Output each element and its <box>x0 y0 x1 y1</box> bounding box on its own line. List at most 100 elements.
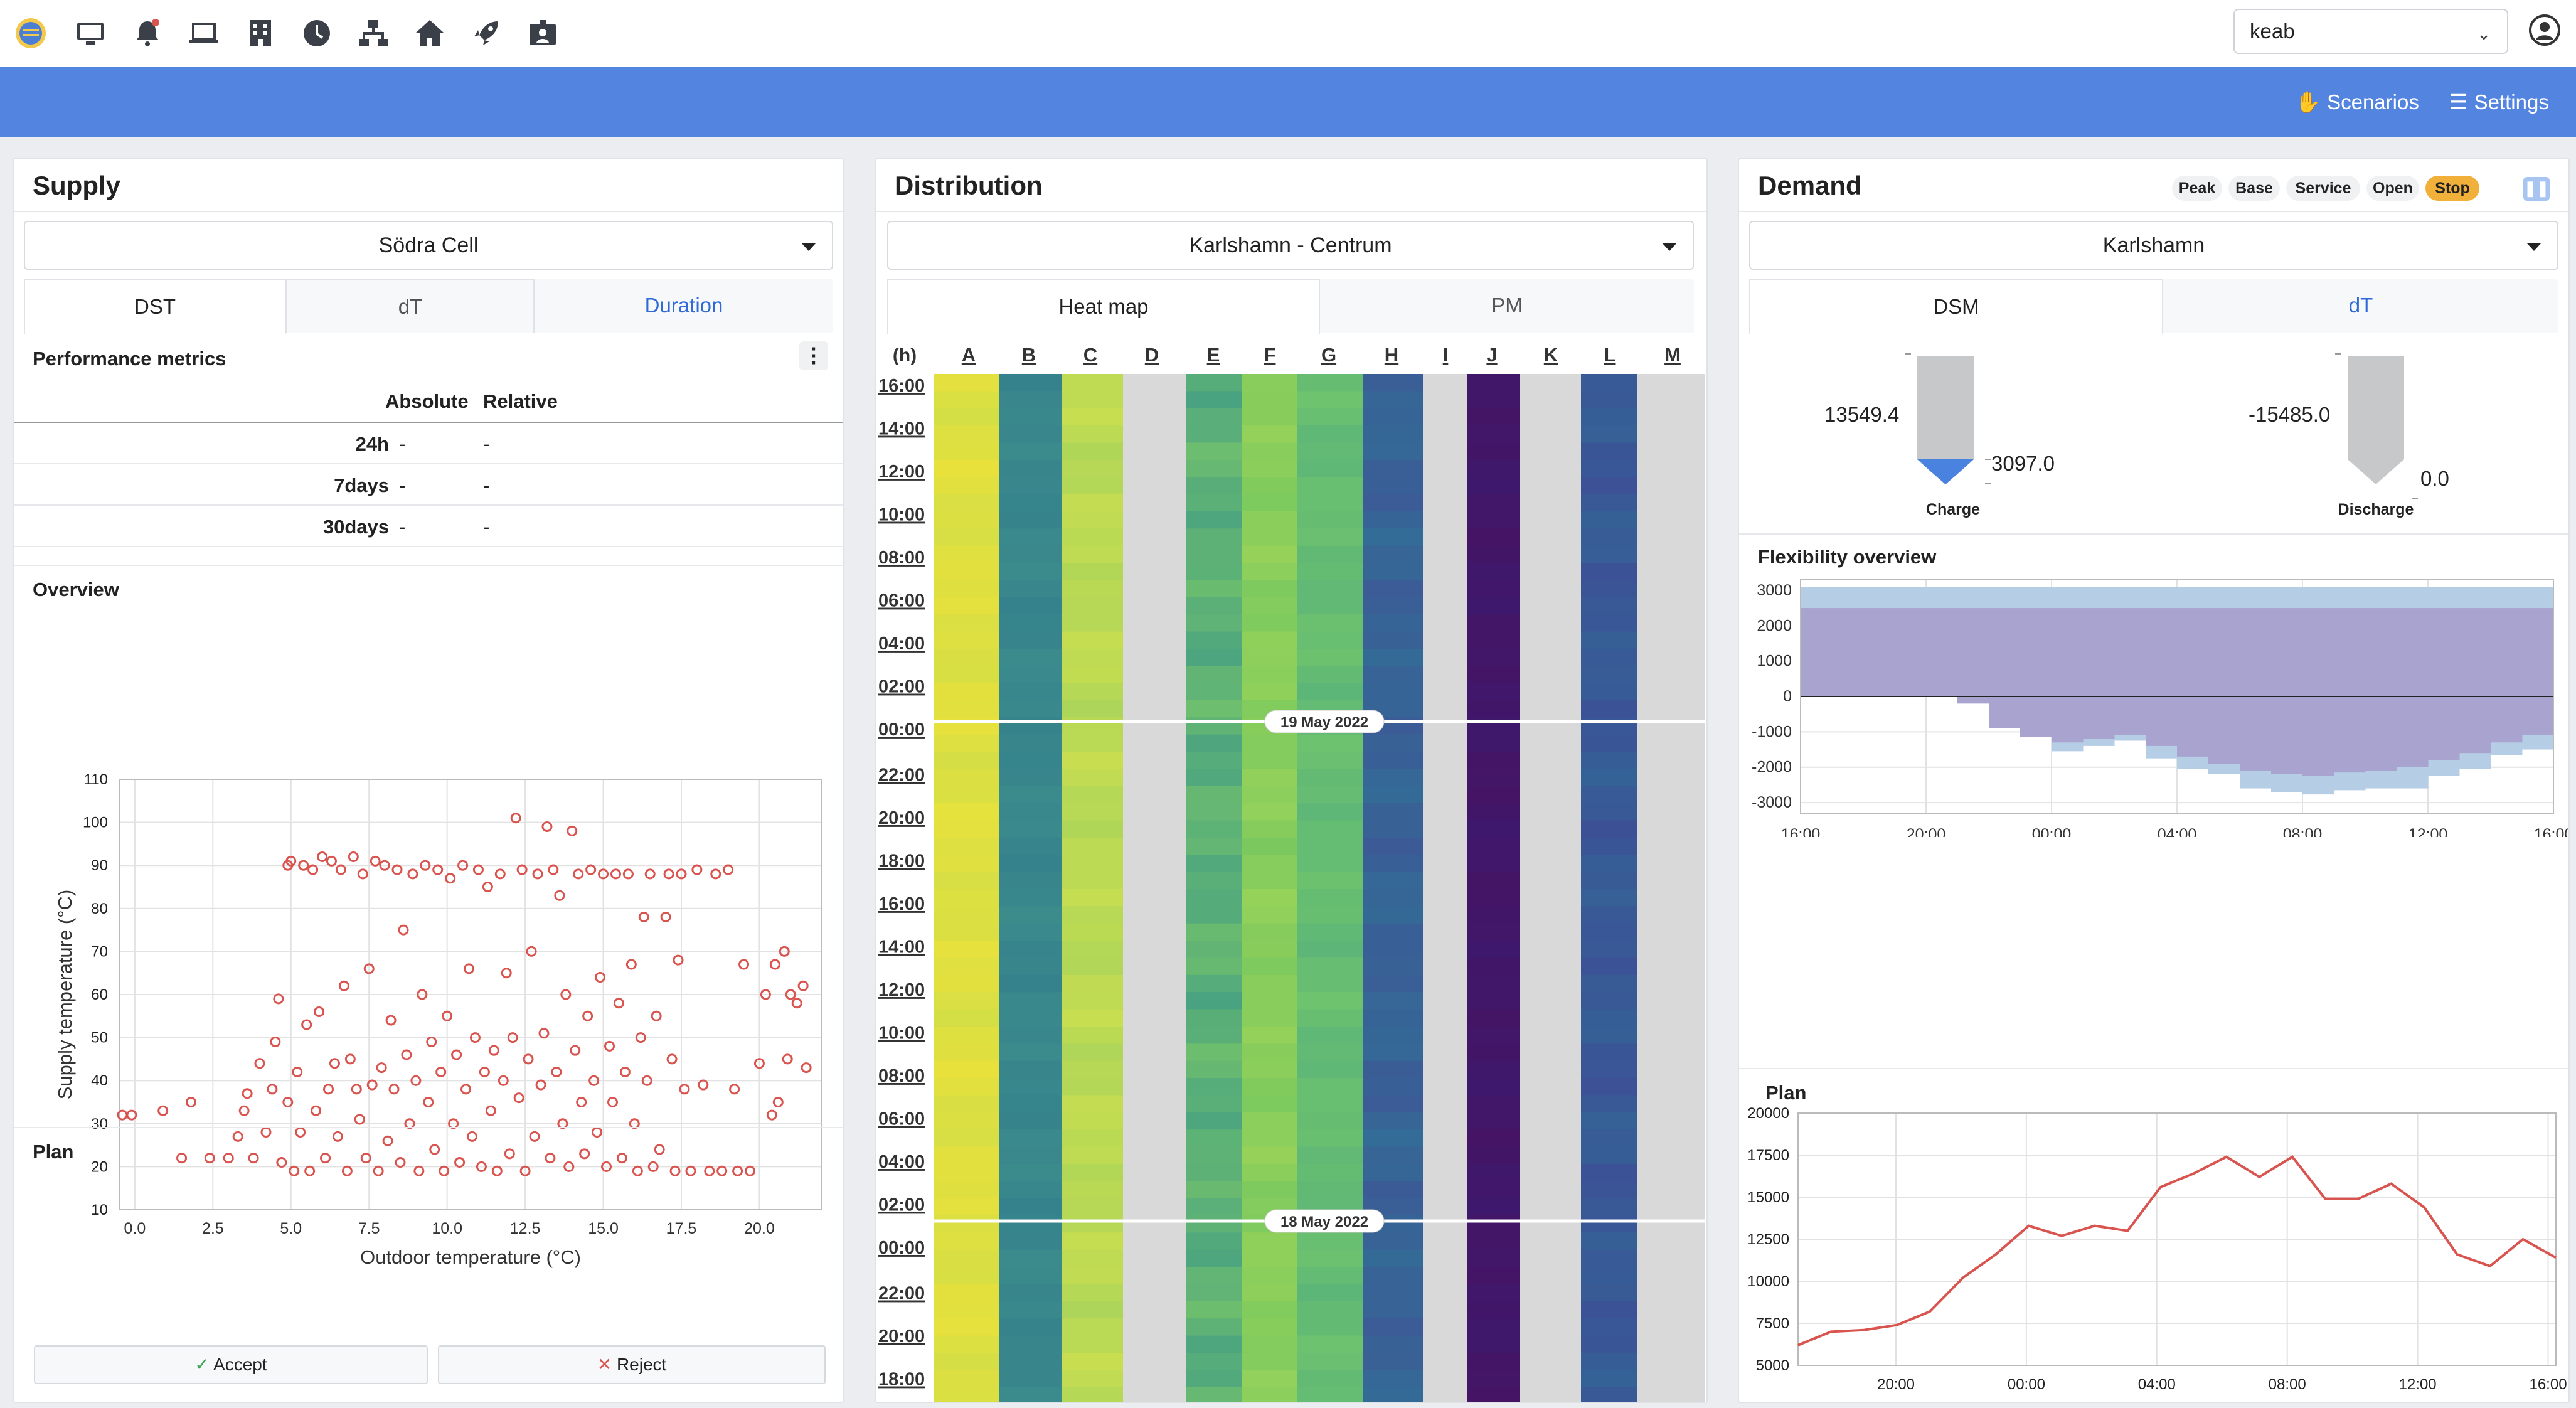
heatmap-cell <box>999 1301 1062 1319</box>
home-icon[interactable] <box>413 16 447 50</box>
tab-dt[interactable]: dT <box>286 279 535 333</box>
date-marker-pill <box>1264 1209 1385 1233</box>
scatter-point <box>317 851 328 862</box>
building-icon[interactable] <box>243 16 277 50</box>
heatmap-cell <box>1062 477 1123 495</box>
divider <box>14 463 843 464</box>
logo-icon[interactable] <box>14 16 48 50</box>
heatmap-cell <box>1297 391 1363 409</box>
scatter-point <box>238 1105 250 1116</box>
demand-area-select[interactable]: Karlshamn <box>1749 221 2558 270</box>
heatmap-cell <box>1242 666 1297 684</box>
heatmap-cell <box>1297 769 1363 787</box>
flex-band <box>1832 608 1864 696</box>
heatmap-cell <box>1242 545 1297 563</box>
heatmap-cell <box>1297 957 1363 976</box>
id-badge-icon[interactable] <box>526 16 560 50</box>
heatmap-cell <box>1062 837 1123 855</box>
network-icon[interactable] <box>356 16 390 50</box>
scenarios-button[interactable]: ✋ Scenarios <box>2295 90 2419 115</box>
heatmap-cell <box>1581 803 1637 821</box>
heatmap-cell <box>1062 1129 1123 1148</box>
accept-button[interactable]: ✓ Accept <box>34 1345 428 1384</box>
heatmap-cell <box>1581 477 1637 495</box>
tab-dt[interactable]: dT <box>2163 279 2558 333</box>
heatmap-cell <box>1186 1318 1242 1336</box>
heatmap-cell <box>1062 1215 1123 1233</box>
heatmap-cell <box>1467 992 1520 1010</box>
laptop-icon[interactable] <box>187 16 221 50</box>
y-tick-label: 3000 <box>1757 582 1792 599</box>
heatmap-cell <box>1581 442 1637 461</box>
heatmap-cell <box>1581 1095 1637 1113</box>
tab-heat-map[interactable]: Heat map <box>887 279 1320 334</box>
rocket-icon[interactable] <box>469 16 503 50</box>
scatter-point <box>417 989 428 1000</box>
chip-service[interactable]: Service <box>2286 176 2360 201</box>
heatmap-cell <box>1297 648 1363 666</box>
flex-band <box>2146 608 2178 746</box>
heatmap-cell <box>1242 1370 1297 1388</box>
reject-button[interactable]: ✕ Reject <box>438 1345 826 1384</box>
clock-icon[interactable] <box>300 16 334 50</box>
scatter-point <box>507 1032 518 1043</box>
heatmap-cell <box>1186 442 1242 461</box>
bell-icon[interactable] <box>130 16 164 50</box>
tab-dsm[interactable]: DSM <box>1749 279 2163 334</box>
tab-pm[interactable]: PM <box>1320 279 1694 333</box>
heatmap-cell <box>1062 683 1123 701</box>
distribution-network-select[interactable]: Karlshamn - Centrum <box>887 221 1694 270</box>
heatmap-cell <box>1242 1060 1297 1079</box>
scatter-point <box>607 1097 618 1107</box>
user-select[interactable]: keab ⌄ <box>2233 9 2508 54</box>
action-bar: ✋ Scenarios ☰ Settings <box>0 67 2576 137</box>
scatter-point <box>273 993 284 1005</box>
scenarios-label: Scenarios <box>2327 90 2419 114</box>
heatmap-cell <box>1242 442 1297 461</box>
heatmap-cell <box>1242 614 1297 632</box>
tab-duration[interactable]: Duration <box>535 279 833 333</box>
account-icon[interactable] <box>2528 14 2561 46</box>
chip-stop[interactable]: Stop <box>2425 176 2479 201</box>
heatmap-cell <box>1186 1267 1242 1285</box>
chip-open[interactable]: Open <box>2366 176 2419 201</box>
x-tick-label: 7.5 <box>358 1220 380 1237</box>
heatmap-cell <box>1467 837 1520 855</box>
heatmap-cell <box>1297 889 1363 907</box>
more-options-icon[interactable]: ⋮ <box>799 341 828 370</box>
heatmap-cell <box>1062 941 1123 959</box>
heatmap-cell <box>1363 752 1423 770</box>
pause-icon[interactable]: ❚❚ <box>2523 177 2550 201</box>
flex-band <box>1863 608 1895 696</box>
heatmap-cell <box>934 425 999 444</box>
heatmap-cell <box>1242 1318 1297 1336</box>
heatmap-cell <box>1062 1163 1123 1181</box>
heatmap-cell <box>1297 425 1363 444</box>
heatmap-cell <box>1467 1249 1520 1267</box>
scatter-point <box>423 1097 434 1107</box>
scatter-point <box>619 1066 631 1077</box>
heatmap-cell <box>1062 648 1123 666</box>
supply-source-select[interactable]: Södra Cell <box>24 221 833 270</box>
heatmap-cell <box>1581 1009 1637 1027</box>
scatter-point <box>391 864 403 875</box>
heatmap-cell <box>1363 1232 1423 1251</box>
x-tick-label: 17.5 <box>666 1220 697 1237</box>
heatmap-cell <box>1186 528 1242 547</box>
scatter-point <box>738 959 750 970</box>
chevron-down-icon: ⌄ <box>2477 24 2491 43</box>
charge-current: 3097.0 <box>1991 452 2055 475</box>
heatmap-cell <box>1242 425 1297 444</box>
heatmap-cell <box>1581 545 1637 563</box>
monitor-icon[interactable] <box>73 16 107 50</box>
tab-dst[interactable]: DST <box>24 279 286 334</box>
x-tick-label: 0.0 <box>124 1220 146 1237</box>
chip-peak[interactable]: Peak <box>2172 176 2222 201</box>
heatmap-cell <box>1297 1060 1363 1079</box>
chip-base[interactable]: Base <box>2228 176 2280 201</box>
settings-button[interactable]: ☰ Settings <box>2449 90 2549 115</box>
y-tick-label: 20 <box>91 1158 108 1175</box>
heatmap-cell <box>1363 1370 1423 1388</box>
heatmap-cell <box>1062 1181 1123 1199</box>
metric-label: 24h <box>355 433 389 455</box>
